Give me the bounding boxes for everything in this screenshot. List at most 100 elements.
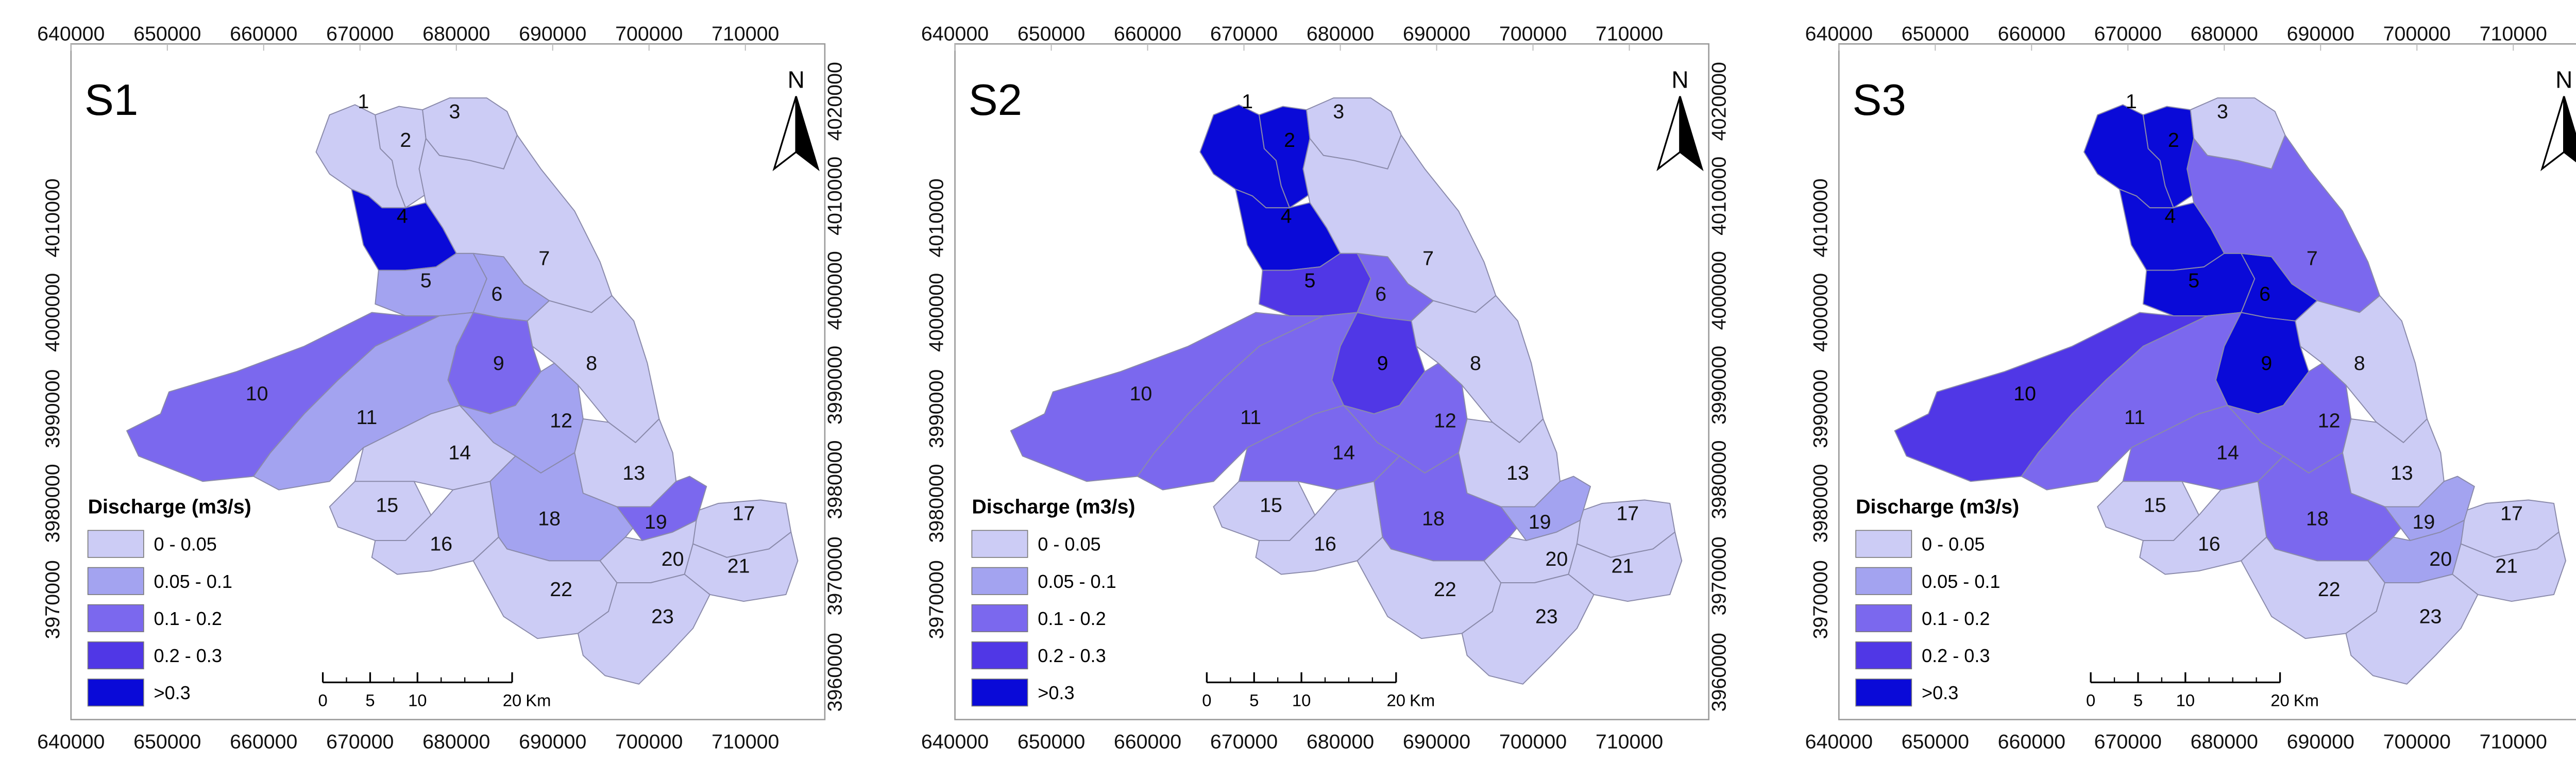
subbasin-label: 22 bbox=[550, 578, 572, 601]
discharge-legend: Discharge (m3/s) 0 - 0.05 0.05 - 0.1 0.1 - … bbox=[971, 496, 1136, 707]
panel-label: S2 bbox=[969, 76, 1022, 125]
subbasin-23 bbox=[2345, 573, 2479, 685]
legend-label: 0 - 0.05 bbox=[154, 534, 217, 555]
subbasin-label: 9 bbox=[1377, 352, 1388, 375]
subbasin-label: 19 bbox=[645, 511, 667, 533]
x-tick-label-bottom: 640000 bbox=[921, 730, 989, 753]
y-tick-label-left: 4010000 bbox=[925, 178, 948, 257]
scale-tick-label: 0 bbox=[2086, 690, 2095, 710]
x-tick-label-bottom: 650000 bbox=[133, 730, 201, 753]
x-tick-label-bottom: 710000 bbox=[1596, 730, 1663, 753]
subbasin-label: 7 bbox=[2307, 247, 2318, 270]
subbasin-label: 15 bbox=[376, 494, 398, 516]
scale-tick-label: 10 bbox=[1292, 690, 1311, 710]
x-tick-label-top: 680000 bbox=[1307, 23, 1374, 45]
y-tick-label-right: 4020000 bbox=[1707, 62, 1730, 141]
discharge-legend: Discharge (m3/s) 0 - 0.05 0.05 - 0.1 0.1 - … bbox=[87, 496, 251, 707]
subbasin-label: 3 bbox=[449, 100, 461, 123]
legend-label: 0.05 - 0.1 bbox=[1922, 571, 2000, 592]
map-panel-s2: 6400006400006500006500006600006600006700… bbox=[921, 23, 1731, 753]
legend-label: >0.3 bbox=[1038, 682, 1074, 703]
subbasin-label: 4 bbox=[2164, 205, 2176, 228]
subbasin-label: 9 bbox=[2261, 352, 2272, 375]
y-tick-label-right: 3960000 bbox=[1707, 633, 1730, 712]
legend-swatch bbox=[87, 679, 144, 707]
x-tick-label-top: 660000 bbox=[1114, 23, 1181, 45]
scale-tick-label: 5 bbox=[2133, 690, 2143, 710]
legend-label: >0.3 bbox=[1922, 682, 1958, 703]
x-tick-label-top: 670000 bbox=[326, 23, 394, 45]
y-tick-label-right: 4000000 bbox=[1707, 251, 1730, 330]
subbasin-label: 11 bbox=[356, 406, 377, 429]
x-tick-label-top: 660000 bbox=[1998, 23, 2065, 45]
x-tick-label-top: 700000 bbox=[2383, 23, 2451, 45]
subbasin-label: 9 bbox=[493, 352, 504, 375]
subbasin-label: 1 bbox=[2126, 90, 2137, 113]
y-tick-label-right: 3970000 bbox=[1707, 536, 1730, 615]
legend-title: Discharge (m3/s) bbox=[88, 496, 251, 518]
scale-tick-label: 20 bbox=[503, 690, 521, 710]
subbasin-label: 5 bbox=[2188, 269, 2199, 292]
legend-label: 0.2 - 0.3 bbox=[1038, 645, 1106, 666]
subbasin-label: 12 bbox=[2318, 409, 2341, 432]
scale-bar: 0 5 10 20 Km bbox=[2086, 672, 2319, 710]
legend-label: 0.1 - 0.2 bbox=[1038, 608, 1106, 629]
subbasin-label: 5 bbox=[420, 269, 432, 292]
map-panel-s1: 6400006400006500006500006600006600006700… bbox=[37, 23, 846, 753]
subbasin-11 bbox=[2021, 312, 2242, 491]
x-tick-label-bottom: 650000 bbox=[1902, 730, 1969, 753]
y-tick-label-left: 4000000 bbox=[1809, 273, 1832, 352]
scale-unit: Km bbox=[1410, 690, 1435, 710]
subbasin-label: 11 bbox=[2124, 406, 2145, 429]
subbasin-label: 8 bbox=[1470, 352, 1481, 375]
x-tick-label-top: 710000 bbox=[2480, 23, 2547, 45]
legend-swatch bbox=[971, 641, 1028, 670]
legend-swatch bbox=[1855, 641, 1912, 670]
subbasin-label: 8 bbox=[2354, 352, 2365, 375]
subbasin-label: 17 bbox=[2500, 502, 2523, 525]
y-tick-label-left: 3970000 bbox=[925, 560, 948, 639]
legend-title: Discharge (m3/s) bbox=[1856, 496, 2019, 518]
subbasin-label: 2 bbox=[400, 129, 411, 151]
x-tick-label-top: 690000 bbox=[519, 23, 586, 45]
x-tick-label-bottom: 700000 bbox=[1499, 730, 1567, 753]
legend-swatch bbox=[971, 679, 1028, 707]
subbasin-label: 3 bbox=[2217, 100, 2228, 123]
subbasin-label: 21 bbox=[2495, 554, 2518, 577]
y-tick-label-left: 4000000 bbox=[925, 273, 948, 352]
subbasin-label: 18 bbox=[538, 508, 561, 530]
y-tick-label-left: 3990000 bbox=[41, 369, 64, 448]
north-arrow-icon: N bbox=[1656, 66, 1704, 172]
y-tick-label-right: 4010000 bbox=[824, 157, 846, 235]
legend-label: 0.1 - 0.2 bbox=[154, 608, 222, 629]
x-tick-label-bottom: 640000 bbox=[37, 730, 105, 753]
subbasin-label: 17 bbox=[1616, 502, 1639, 525]
x-tick-label-bottom: 700000 bbox=[615, 730, 683, 753]
subbasin-label: 6 bbox=[492, 283, 503, 306]
y-tick-label-right: 3990000 bbox=[1707, 346, 1730, 425]
subbasin-label: 14 bbox=[448, 442, 471, 464]
y-tick-label-right: 4010000 bbox=[1707, 157, 1730, 235]
subbasin-label: 2 bbox=[1284, 129, 1295, 151]
subbasin-label: 10 bbox=[246, 382, 268, 405]
x-tick-label-top: 710000 bbox=[711, 23, 779, 45]
x-tick-label-bottom: 660000 bbox=[1114, 730, 1181, 753]
y-tick-label-left: 3980000 bbox=[1809, 464, 1832, 543]
subbasin-label: 4 bbox=[1281, 205, 1292, 228]
x-tick-label-top: 670000 bbox=[1210, 23, 1278, 45]
subbasin-label: 19 bbox=[1529, 511, 1551, 533]
legend-label: 0 - 0.05 bbox=[1922, 534, 1985, 555]
subbasin-label: 22 bbox=[2318, 578, 2341, 601]
legend-label: 0 - 0.05 bbox=[1038, 534, 1100, 555]
scale-bar: 0 5 10 20 Km bbox=[1202, 672, 1435, 710]
legend-swatch bbox=[1855, 679, 1912, 707]
scale-tick-label: 20 bbox=[2270, 690, 2289, 710]
subbasin-23 bbox=[577, 573, 710, 685]
subbasin-label: 3 bbox=[1333, 100, 1344, 123]
x-tick-label-top: 690000 bbox=[2287, 23, 2354, 45]
scale-tick-label: 20 bbox=[1387, 690, 1405, 710]
x-tick-label-top: 650000 bbox=[1902, 23, 1969, 45]
subbasin-label: 12 bbox=[550, 409, 572, 432]
x-tick-label-top: 640000 bbox=[1805, 23, 1873, 45]
legend-label: 0.2 - 0.3 bbox=[1922, 645, 1990, 666]
